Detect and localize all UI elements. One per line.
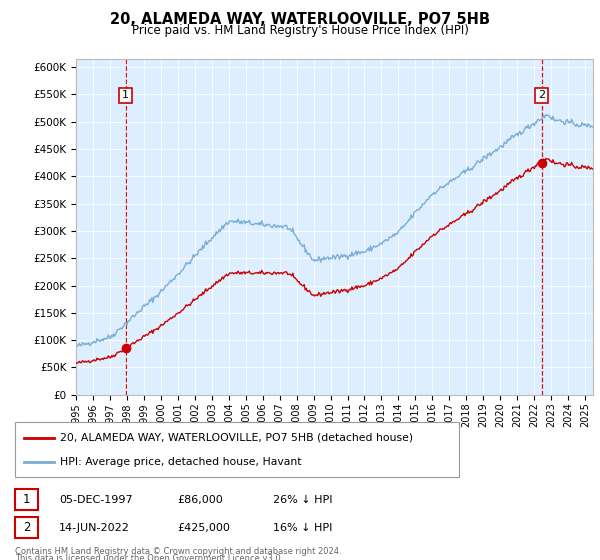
Text: 16% ↓ HPI: 16% ↓ HPI	[273, 522, 332, 533]
Text: £425,000: £425,000	[177, 522, 230, 533]
Text: 26% ↓ HPI: 26% ↓ HPI	[273, 494, 332, 505]
Text: 20, ALAMEDA WAY, WATERLOOVILLE, PO7 5HB: 20, ALAMEDA WAY, WATERLOOVILLE, PO7 5HB	[110, 12, 490, 27]
Text: HPI: Average price, detached house, Havant: HPI: Average price, detached house, Hava…	[60, 457, 302, 466]
Text: Price paid vs. HM Land Registry's House Price Index (HPI): Price paid vs. HM Land Registry's House …	[131, 24, 469, 36]
Text: 20, ALAMEDA WAY, WATERLOOVILLE, PO7 5HB (detached house): 20, ALAMEDA WAY, WATERLOOVILLE, PO7 5HB …	[60, 433, 413, 442]
Text: 2: 2	[23, 521, 30, 534]
Text: 05-DEC-1997: 05-DEC-1997	[59, 494, 133, 505]
Text: £86,000: £86,000	[177, 494, 223, 505]
Text: 14-JUN-2022: 14-JUN-2022	[59, 522, 130, 533]
Text: 1: 1	[23, 493, 30, 506]
Text: 2: 2	[538, 90, 545, 100]
Text: 1: 1	[122, 90, 129, 100]
Text: This data is licensed under the Open Government Licence v3.0.: This data is licensed under the Open Gov…	[15, 554, 283, 560]
Text: Contains HM Land Registry data © Crown copyright and database right 2024.: Contains HM Land Registry data © Crown c…	[15, 547, 341, 556]
